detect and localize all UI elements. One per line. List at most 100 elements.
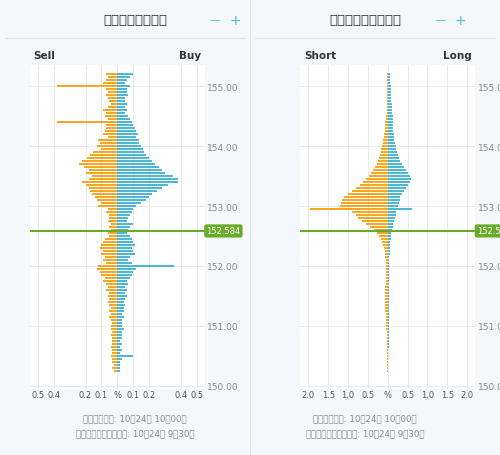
Bar [118,310,124,313]
Bar [118,74,133,76]
Bar [102,244,117,247]
Bar [386,328,388,330]
Bar [118,217,128,220]
Bar [386,316,388,318]
Bar [118,364,120,366]
Bar [118,367,120,369]
Bar [118,313,122,315]
Bar [388,172,407,175]
Bar [388,286,390,288]
Bar [118,140,140,142]
Bar [384,247,388,250]
Bar [118,316,124,318]
Bar [388,146,396,148]
Bar [106,127,118,130]
Bar [111,223,117,226]
Bar [118,190,157,193]
Bar [118,355,133,357]
Bar [388,256,390,259]
Bar [102,274,117,277]
Bar [118,205,137,208]
Bar [388,77,390,79]
Bar [379,157,388,160]
Bar [108,98,118,100]
Text: オープンポジション: オープンポジション [329,14,401,27]
Bar [112,352,117,354]
Bar [387,352,388,354]
Bar [118,169,162,172]
Bar [386,283,388,286]
Bar [118,283,128,286]
Bar [118,167,158,169]
Bar [118,182,178,184]
Bar [388,196,400,199]
Bar [118,304,125,307]
Bar [386,259,388,262]
Bar [362,220,388,223]
Bar [96,146,117,148]
Text: +: + [454,14,466,27]
Bar [388,190,404,193]
Bar [388,86,390,88]
Bar [118,340,120,343]
Bar [118,101,125,103]
Bar [110,214,118,217]
Bar [386,256,388,259]
Bar [384,250,388,253]
Bar [388,202,399,205]
Bar [84,167,117,169]
Bar [388,253,390,256]
Bar [96,268,117,271]
Bar [388,313,389,315]
Bar [106,89,118,91]
Bar [87,157,118,160]
Bar [388,307,389,309]
Bar [352,211,388,214]
Bar [108,295,118,298]
Bar [118,86,130,88]
Bar [352,190,388,193]
Bar [118,146,141,148]
Bar [118,319,122,322]
Bar [79,163,118,166]
Bar [387,361,388,364]
Bar [388,116,392,118]
Bar [118,193,152,196]
Bar [118,202,141,205]
Bar [386,98,388,100]
Bar [88,187,118,190]
Bar [118,112,125,115]
Bar [388,142,395,145]
Bar [388,238,390,241]
Bar [386,319,388,322]
Bar [106,211,118,214]
Bar [388,175,409,178]
Bar [118,265,174,268]
Bar [386,340,388,343]
Bar [386,322,388,324]
Bar [118,211,132,214]
Bar [341,202,388,205]
Bar [388,250,390,253]
Bar [118,286,125,288]
Bar [102,253,117,256]
Bar [388,295,390,298]
Bar [363,182,388,184]
Bar [386,334,388,336]
Bar [118,343,122,345]
Bar [387,77,388,79]
Bar [388,193,402,196]
Bar [108,136,118,139]
Bar [111,229,117,232]
Bar [380,238,388,241]
Bar [342,199,388,202]
Bar [118,244,134,247]
Bar [388,268,390,271]
Text: 152.584: 152.584 [476,227,500,236]
Bar [118,232,127,235]
Bar [388,80,390,82]
Bar [103,83,118,85]
Bar [118,136,137,139]
Bar [381,152,388,154]
Bar [118,127,134,130]
